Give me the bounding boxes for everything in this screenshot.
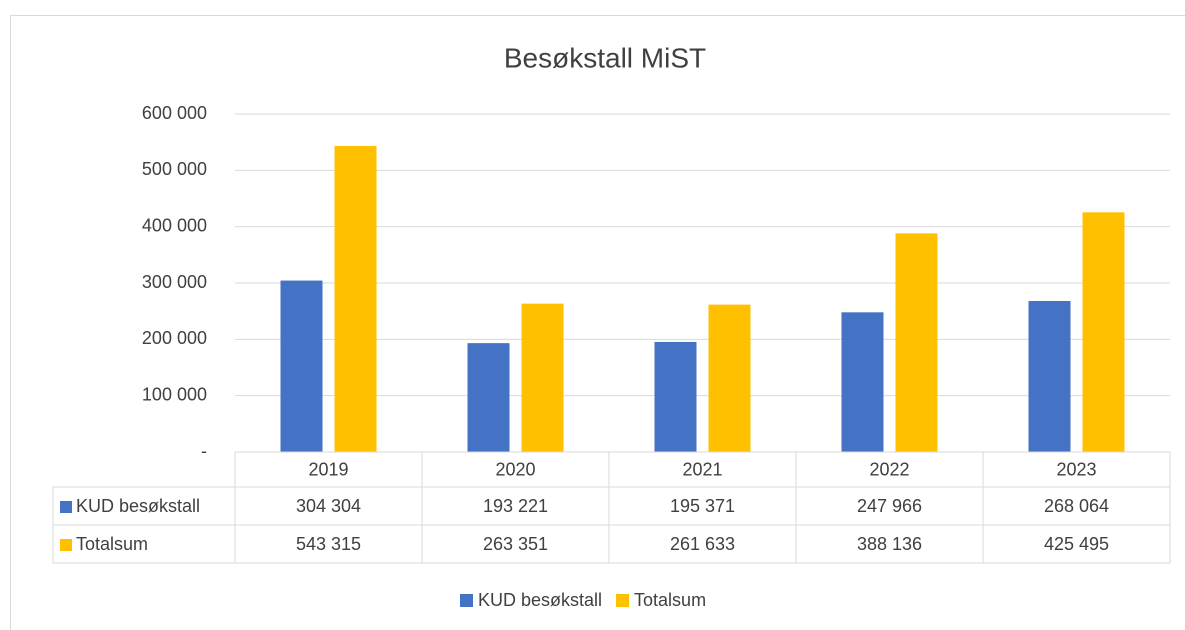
legend-key [460, 594, 473, 607]
y-tick-label: 100 000 [142, 384, 207, 404]
bar [1082, 212, 1125, 452]
table-legend-key [60, 539, 72, 551]
table-legend-key [60, 501, 72, 513]
y-tick-label: 300 000 [142, 272, 207, 292]
table-cell: 263 351 [483, 534, 548, 554]
bar [708, 304, 751, 452]
legend-label: KUD besøkstall [478, 590, 602, 610]
chart-frame [10, 15, 1185, 630]
y-tick-label: 200 000 [142, 328, 207, 348]
table-cell: 388 136 [857, 534, 922, 554]
bar [334, 145, 377, 452]
x-tick-label: 2023 [1056, 459, 1096, 479]
table-row-label: Totalsum [76, 534, 148, 554]
chart-title: Besøkstall MiST [504, 42, 706, 73]
table-row-label: KUD besøkstall [76, 496, 200, 516]
y-tick-label: 600 000 [142, 103, 207, 123]
bar [280, 280, 323, 452]
bar [895, 233, 938, 452]
table-cell: 195 371 [670, 496, 735, 516]
bar [521, 303, 564, 452]
table-cell: 268 064 [1044, 496, 1109, 516]
y-tick-label: 500 000 [142, 159, 207, 179]
table-cell: 261 633 [670, 534, 735, 554]
table-cell: 543 315 [296, 534, 361, 554]
x-tick-label: 2022 [869, 459, 909, 479]
y-tick-label: - [201, 441, 207, 461]
bar [467, 343, 510, 452]
table-cell: 193 221 [483, 496, 548, 516]
table-cell: 425 495 [1044, 534, 1109, 554]
table-cell: 247 966 [857, 496, 922, 516]
bar [841, 312, 884, 452]
legend-label: Totalsum [634, 590, 706, 610]
x-tick-label: 2021 [682, 459, 722, 479]
x-tick-label: 2020 [495, 459, 535, 479]
bar [654, 341, 697, 452]
bar [1028, 300, 1071, 452]
y-tick-label: 400 000 [142, 215, 207, 235]
x-tick-label: 2019 [308, 459, 348, 479]
table-cell: 304 304 [296, 496, 361, 516]
legend-key [616, 594, 630, 607]
